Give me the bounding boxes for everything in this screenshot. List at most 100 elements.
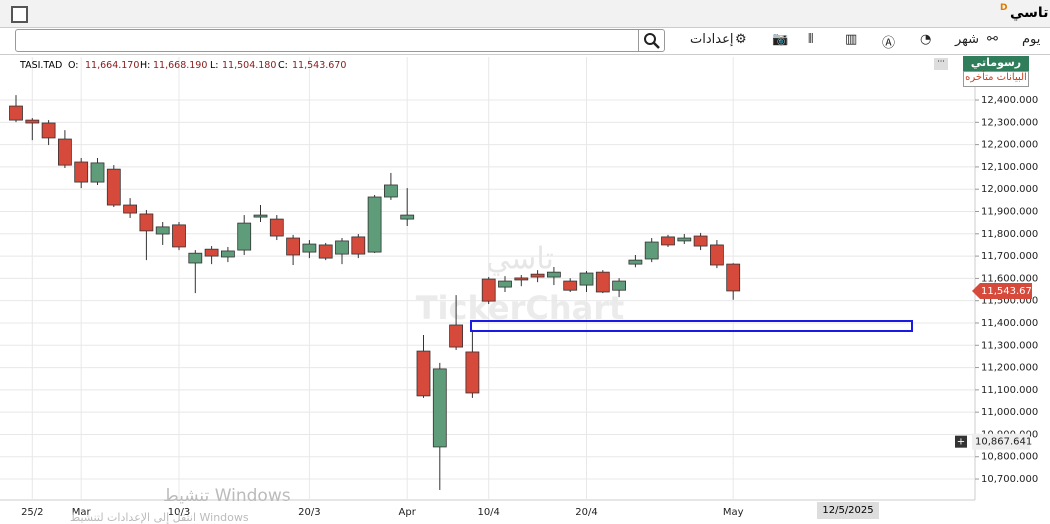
- search-box[interactable]: [15, 29, 665, 52]
- candle-body: [530, 273, 545, 278]
- c-value: 11,543.670: [292, 60, 347, 71]
- candle-body: [693, 235, 708, 247]
- candle-body: [335, 240, 349, 255]
- candle-body: [90, 162, 105, 183]
- candle-body: [579, 272, 594, 286]
- y-tick-label: 12,400.000: [981, 95, 1038, 106]
- candle-body: [367, 196, 382, 253]
- candle-body: [661, 236, 675, 246]
- candle-body: [710, 244, 724, 266]
- drawings-badge[interactable]: رسوماتي: [963, 56, 1029, 71]
- candle-icon[interactable]: ▥: [845, 32, 858, 47]
- candle-body: [628, 259, 643, 265]
- candle-body: [400, 214, 415, 220]
- search-icon: [644, 33, 660, 49]
- y-tick-label: 12,100.000: [981, 162, 1038, 173]
- candle-body: [58, 138, 72, 166]
- candle-body: [677, 237, 692, 242]
- y-tick-label: 11,500.000: [981, 296, 1038, 307]
- candle-body: [416, 350, 431, 397]
- candle-body: [220, 250, 235, 258]
- trend-icon[interactable]: ◔: [920, 32, 932, 47]
- y-tick-label: 12,300.000: [981, 117, 1038, 128]
- window-title: تاسي: [1010, 5, 1049, 21]
- y-tick-label: 10,700.000: [981, 474, 1038, 485]
- candle-body: [155, 226, 170, 235]
- candle-body: [269, 218, 284, 237]
- search-button[interactable]: [638, 30, 665, 51]
- y-tick-label: 11,600.000: [981, 273, 1038, 284]
- x-tick-label: 20/4: [575, 507, 597, 518]
- candle-body: [383, 184, 398, 198]
- candle-body: [106, 168, 121, 206]
- title-bar: [0, 0, 1050, 28]
- indicator-icon[interactable]: ⫴: [808, 32, 814, 47]
- l-label: L:: [210, 60, 219, 71]
- candle-body: [9, 105, 23, 121]
- side-panel: [1035, 57, 1050, 522]
- date-box: 12/5/2025: [817, 502, 879, 519]
- candle-body: [237, 222, 252, 251]
- delayed-badge: البيانات متأخره: [963, 71, 1029, 87]
- candle-body: [465, 351, 480, 394]
- candle-body: [432, 368, 447, 448]
- y-tick-label: 11,300.000: [981, 340, 1038, 351]
- candle-body: [172, 224, 186, 248]
- x-tick-label: 25/2: [21, 507, 43, 518]
- candle-body: [41, 122, 56, 139]
- candle-body: [204, 248, 219, 257]
- candle-body: [74, 161, 89, 183]
- symbol: TASI.TAD: [20, 60, 63, 71]
- c-label: C:: [278, 60, 288, 71]
- x-tick-label: 10/3: [168, 507, 190, 518]
- y-tick-label: 12,200.000: [981, 140, 1038, 151]
- o-label: O:: [68, 60, 79, 71]
- x-tick-label: 20/3: [298, 507, 320, 518]
- h-label: H:: [140, 60, 151, 71]
- candle-body: [188, 252, 203, 264]
- candle-body: [726, 263, 741, 292]
- y-tick-label: 11,200.000: [981, 363, 1038, 374]
- candle-body: [139, 213, 154, 232]
- link-icon: ⚯: [987, 32, 998, 47]
- candle-body: [449, 324, 464, 348]
- day-button[interactable]: يوم: [1022, 32, 1041, 47]
- window-badge: D: [1000, 3, 1008, 13]
- watermark: تاسي: [486, 242, 554, 277]
- settings-button[interactable]: إعدادات: [690, 32, 734, 47]
- candle-body: [286, 237, 301, 256]
- candle-body: [123, 204, 137, 214]
- candle-body: [351, 236, 366, 255]
- x-tick-label: May: [723, 507, 744, 518]
- candle-body: [253, 214, 268, 218]
- camera-icon[interactable]: 📷: [772, 32, 789, 47]
- candle-body: [302, 243, 317, 253]
- y-tick-label: 11,800.000: [981, 229, 1038, 240]
- candle-body: [595, 271, 610, 293]
- candle-body: [547, 271, 561, 278]
- crosshair-tag: [972, 433, 1030, 450]
- candle-body: [644, 241, 659, 260]
- crosshair-button: [955, 435, 967, 448]
- y-tick-label: 11,000.000: [981, 407, 1038, 418]
- menu-dots[interactable]: ···: [934, 58, 948, 70]
- y-tick-label: 12,000.000: [981, 184, 1038, 195]
- candle-body: [481, 278, 496, 302]
- candle-body: [25, 119, 40, 124]
- h-value: 11,668.190: [153, 60, 208, 71]
- drawn-rectangle[interactable]: [470, 320, 913, 332]
- candle-body: [318, 244, 333, 259]
- settings-icon: ⚙: [735, 32, 747, 47]
- x-tick-label: 10/4: [477, 507, 499, 518]
- candle-body: [498, 280, 512, 288]
- checkbox[interactable]: [11, 6, 28, 23]
- last-price-tag: [972, 282, 1032, 299]
- month-button[interactable]: شهر: [955, 32, 980, 47]
- o-value: 11,664.170: [85, 60, 140, 71]
- l-value: 11,504.180: [222, 60, 277, 71]
- y-tick-label: 11,900.000: [981, 207, 1038, 218]
- auto-icon[interactable]: Ⓐ: [882, 36, 896, 51]
- x-tick-label: Mar: [72, 507, 92, 518]
- y-tick-label: 11,700.000: [981, 251, 1038, 262]
